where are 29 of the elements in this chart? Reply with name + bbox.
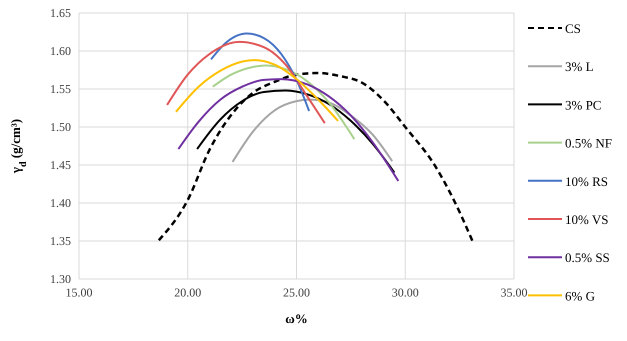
y-tick-label: 1.60 [50, 44, 71, 58]
y-tick-label: 1.40 [50, 196, 71, 210]
line-series [177, 78, 400, 182]
y-tick-label: 1.65 [50, 6, 71, 20]
y-tick-label: 1.50 [50, 120, 71, 134]
line-series [166, 40, 326, 124]
y-tick-label: 1.35 [50, 234, 71, 248]
legend-label: 6% G [565, 288, 595, 304]
y-tick-label: 1.55 [50, 82, 71, 96]
legend-label: 0.5% NF [565, 136, 612, 151]
legend-label: 0.5% SS [565, 250, 610, 266]
legend-label: 3% L [565, 59, 594, 74]
y-tick-label: 1.45 [50, 158, 71, 172]
legend-label: 3% PC [565, 97, 602, 112]
legend-label: 10% VS [565, 212, 608, 227]
line-series [196, 90, 396, 174]
x-tick-label: 30.00 [392, 286, 419, 300]
x-tick-label: 35.00 [500, 286, 528, 300]
y-tick-label: 1.30 [50, 272, 71, 286]
line-series [212, 64, 356, 140]
line-series [210, 32, 310, 112]
line-series [232, 98, 394, 163]
x-tick-label: 25.00 [283, 286, 310, 300]
x-axis-title: ω% [285, 311, 308, 326]
x-tick-label: 15.00 [66, 286, 92, 300]
legend-label: CS [565, 21, 581, 36]
line-series [175, 59, 340, 122]
legend-label: 10% RS [565, 174, 608, 189]
x-tick-label: 20.00 [174, 286, 202, 300]
